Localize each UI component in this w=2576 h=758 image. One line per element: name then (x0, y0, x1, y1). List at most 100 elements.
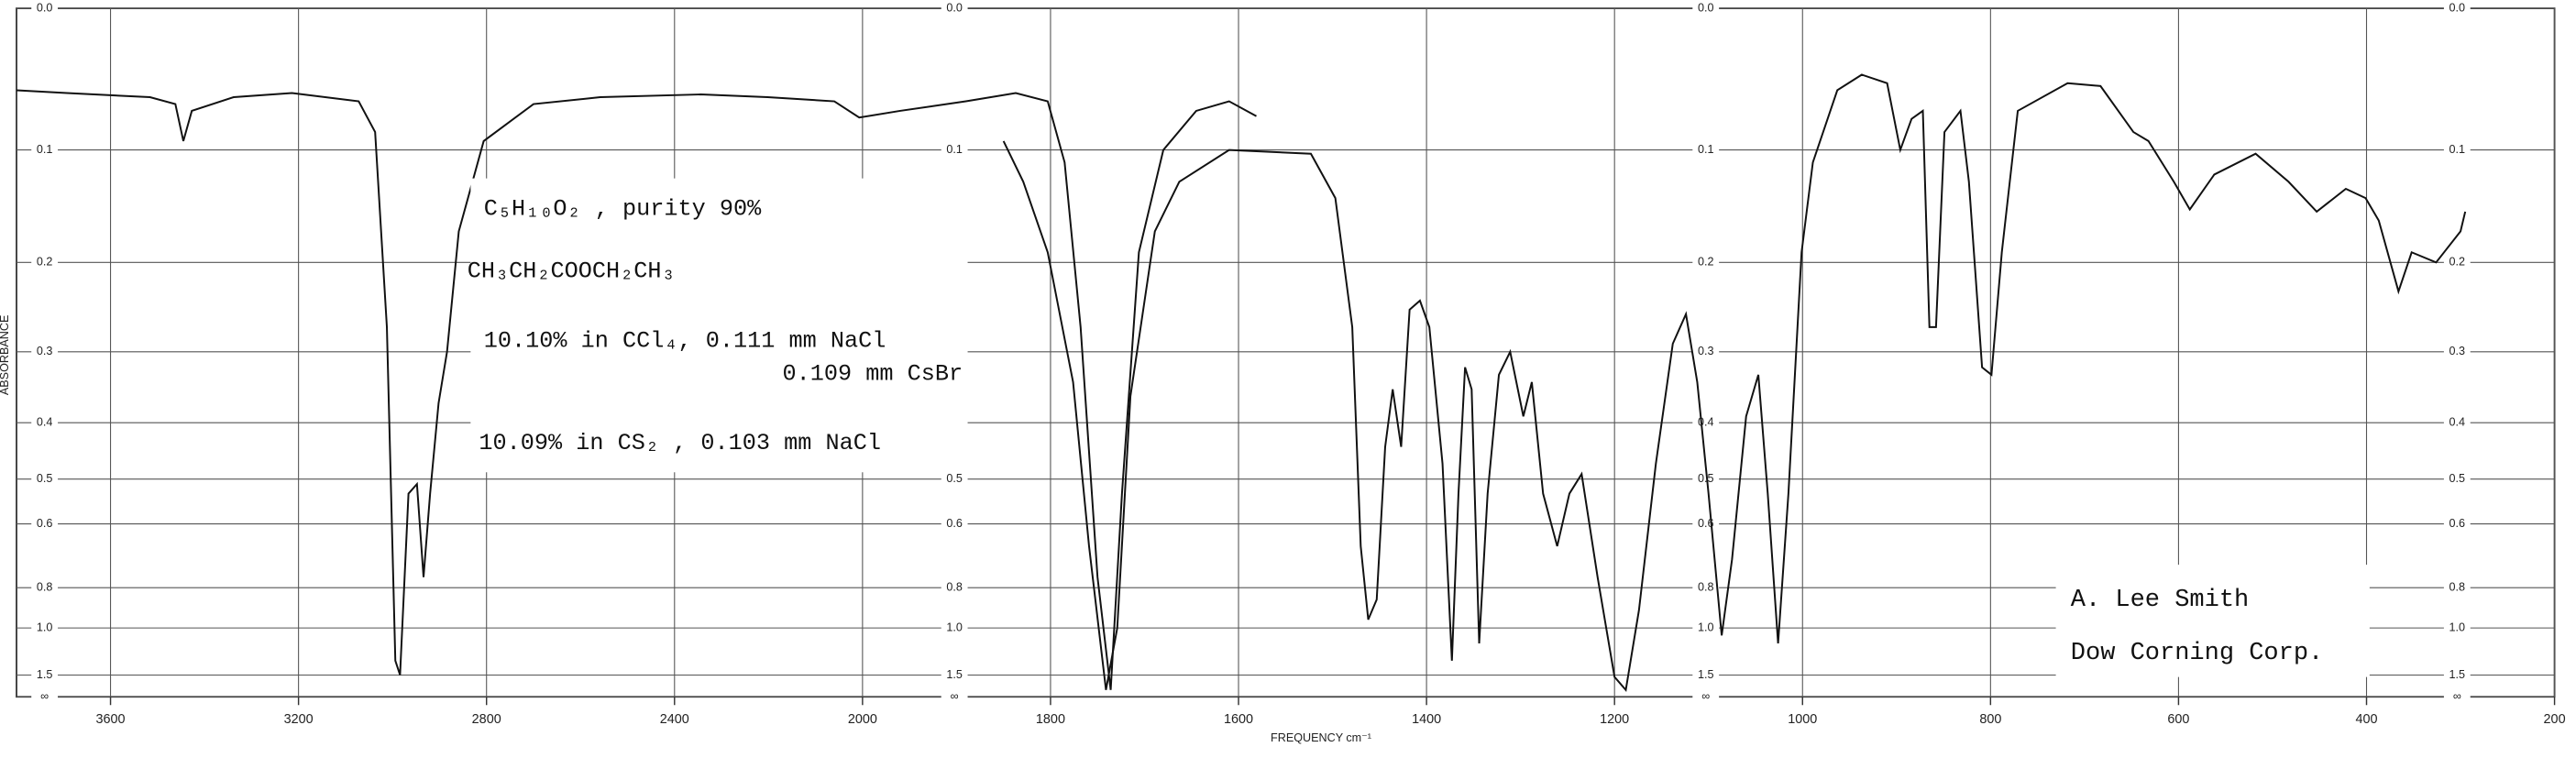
y-tick-label: 0.0 (1698, 1, 1714, 14)
spectrum-line (16, 89, 1257, 690)
y-tick-label: 1.0 (946, 621, 963, 633)
x-tick-label: 1200 (1600, 712, 1629, 727)
tick-label-background (2443, 143, 2471, 157)
tick-label-background (31, 517, 59, 531)
tick-label-background (31, 580, 59, 595)
tick-label-background (31, 1, 59, 16)
x-tick-label: 400 (2355, 712, 2377, 727)
traces (16, 73, 2467, 692)
y-tick-label: ∞ (2453, 690, 2461, 703)
x-axis-label: FREQUENCY cm⁻¹ (1271, 731, 1371, 744)
tick-label-background (2443, 690, 2471, 704)
spectrum-line (1002, 73, 2467, 692)
tick-label-background (1692, 1, 1720, 16)
signature-box: A. Lee Smith Dow Corning Corp. (2055, 565, 2370, 677)
x-tick-label: 2400 (660, 712, 689, 727)
x-tick-label: 2000 (848, 712, 877, 727)
tick-label-background (31, 668, 59, 682)
y-tick-label: 1.0 (2449, 621, 2466, 633)
tick-label-background (2443, 621, 2471, 635)
tick-label-background (941, 668, 968, 682)
y-tick-label: 0.2 (1698, 256, 1714, 269)
y-tick-label: 0.4 (2449, 416, 2466, 429)
tick-label-background (2443, 472, 2471, 486)
y-tick-label: 0.8 (2449, 581, 2466, 594)
ccl4-condition: 10.10% in CCl₄, 0.111 mm NaCl (484, 327, 886, 354)
x-tick-label: 600 (2167, 712, 2189, 727)
y-tick-label: ∞ (1701, 690, 1710, 703)
structure: CH₃CH₂COOCH₂CH₃ (468, 258, 676, 285)
tick-label-background (941, 621, 968, 635)
x-tick-label: 1400 (1412, 712, 1441, 727)
y-tick-label: ∞ (40, 690, 49, 703)
tick-label-background (1692, 256, 1720, 269)
y-tick-label: 0.1 (37, 143, 53, 156)
y-tick-label: 0.6 (946, 517, 963, 530)
tick-label-background (1692, 690, 1720, 704)
tick-label-background (941, 580, 968, 595)
tick-label-background (31, 690, 59, 704)
tick-label-background (941, 517, 968, 531)
y-tick-label: 0.6 (1698, 517, 1714, 530)
y-tick-label: 0.5 (2449, 472, 2466, 485)
y-tick-label: 1.0 (37, 621, 53, 633)
y-tick-label: 1.5 (37, 668, 53, 681)
y-tick-label: 0.1 (2449, 143, 2466, 156)
organization: Dow Corning Corp. (2071, 640, 2323, 667)
x-tick-label: 3200 (284, 712, 314, 727)
y-tick-label: 1.0 (1698, 621, 1714, 633)
tick-label-background (2443, 580, 2471, 595)
tick-label-background (1692, 668, 1720, 682)
y-axis-label: ABSORBANCE (0, 315, 11, 395)
tick-label-background (31, 621, 59, 635)
tick-label-background (1692, 143, 1720, 157)
signature-background (2055, 565, 2370, 677)
y-tick-label: 0.1 (946, 143, 963, 156)
x-tick-label: 3600 (96, 712, 126, 727)
tick-label-background (941, 1, 968, 16)
tick-label-background (2443, 256, 2471, 269)
formula: C₅H₁₀O₂ , purity 90% (484, 195, 762, 222)
tick-label-background (31, 472, 59, 486)
tick-label-background (31, 345, 59, 358)
tick-label-background (2443, 1, 2471, 16)
y-tick-label: 0.6 (2449, 517, 2466, 530)
y-tick-label: 0.1 (1698, 143, 1714, 156)
y-tick-label: 0.2 (2449, 256, 2466, 269)
tick-label-background (2443, 345, 2471, 358)
tick-label-background (2443, 668, 2471, 682)
y-tick-label: 0.8 (37, 581, 53, 594)
tick-label-background (1692, 472, 1720, 486)
y-tick-label: 0.5 (946, 472, 963, 485)
tick-label-background (941, 472, 968, 486)
x-tick-label: 2800 (472, 712, 501, 727)
x-tick-label: 1600 (1224, 712, 1253, 727)
x-tick-label: 200 (2544, 712, 2566, 727)
y-tick-label: 0.3 (2449, 345, 2466, 357)
y-tick-label: 1.5 (1698, 668, 1714, 681)
y-tick-label: 0.4 (37, 416, 53, 429)
x-tick-label: 800 (1979, 712, 2001, 727)
note-background (470, 178, 966, 473)
tick-label-background (31, 143, 59, 157)
x-tick-label: 1800 (1036, 712, 1065, 727)
x-tick-label: 1000 (1788, 712, 1817, 727)
cs2-condition: 10.09% in CS₂ , 0.103 mm NaCl (479, 430, 881, 456)
y-tick-label: 0.3 (1698, 345, 1714, 357)
y-tick-label: 0.0 (946, 1, 963, 14)
tick-label-background (1692, 416, 1720, 430)
y-tick-label: 0.3 (37, 345, 53, 357)
tick-label-background (1692, 345, 1720, 358)
tick-label-background (941, 143, 968, 157)
csbr-condition: 0.109 mm CsBr (783, 360, 963, 387)
tick-label-background (2443, 517, 2471, 531)
y-tick-label: 0.2 (37, 256, 53, 269)
y-tick-label: 0.8 (1698, 581, 1714, 594)
y-tick-label: 1.5 (946, 668, 963, 681)
y-tick-label: 0.0 (2449, 1, 2466, 14)
y-tick-label: 0.6 (37, 517, 53, 530)
y-tick-label: 0.4 (1698, 416, 1714, 429)
y-tick-label: 0.5 (37, 472, 53, 485)
